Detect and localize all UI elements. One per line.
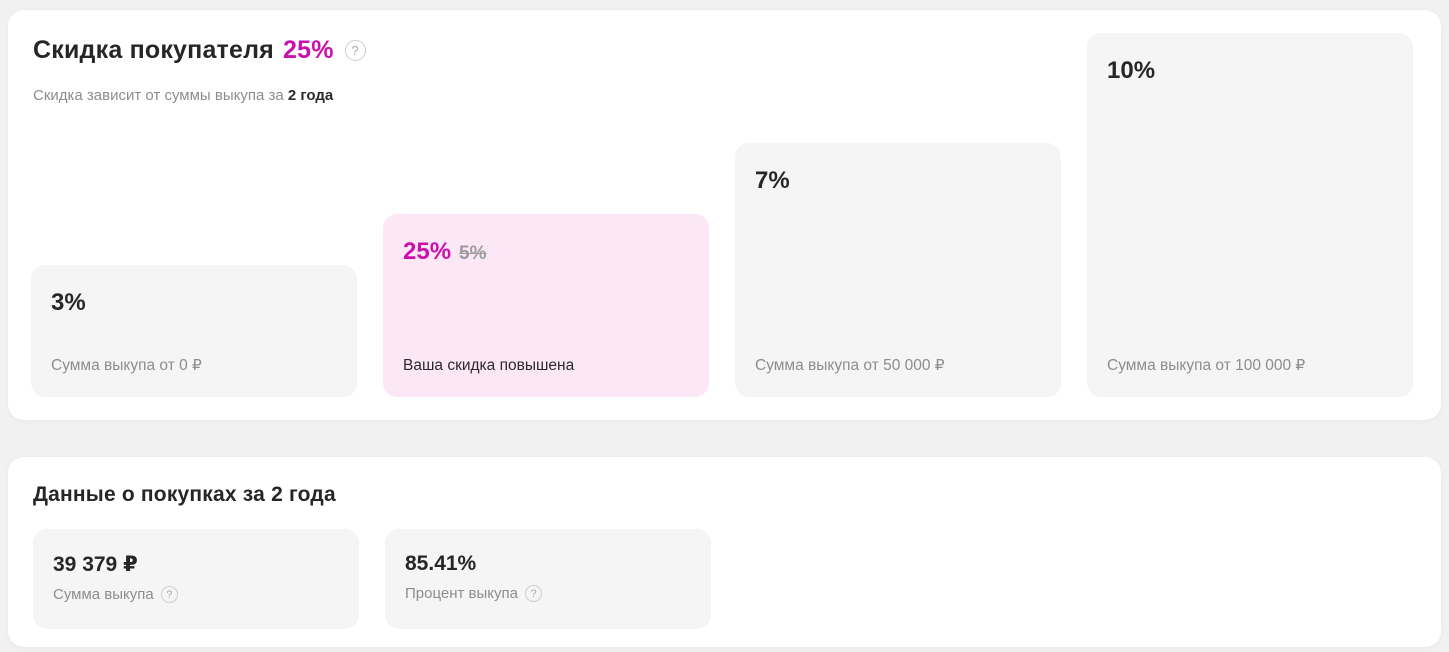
tier-percent: 3%	[51, 289, 86, 316]
stat-label: Сумма выкупа ?	[53, 586, 339, 603]
purchase-stat-row: 39 379 ₽ Сумма выкупа ? 85.41% Процент в…	[33, 529, 1416, 629]
purchases-title: Данные о покупках за 2 года	[33, 483, 336, 506]
stat-value: 85.41%	[405, 552, 477, 575]
purchases-panel: Данные о покупках за 2 года 39 379 ₽ Сум…	[8, 457, 1441, 647]
tier-percent-old: 5%	[459, 243, 487, 264]
question-circle-icon[interactable]: ?	[344, 40, 366, 61]
question-circle-icon[interactable]: ?	[525, 585, 542, 602]
tier-card-4: 10% Сумма выкупа от 100 000 ₽	[1087, 33, 1413, 397]
stat-value: 39 379 ₽	[53, 553, 138, 576]
tier-card-2-current: 25% 5% Ваша скидка повышена	[383, 214, 709, 397]
discount-header: Скидка покупателя 25% ? Скидка зависит о…	[33, 36, 366, 104]
discount-title-text: Скидка покупателя	[33, 36, 274, 64]
tier-label: Сумма выкупа от 50 000 ₽	[755, 357, 945, 374]
stat-label: Процент выкупа ?	[405, 585, 691, 602]
tier-card-3: 7% Сумма выкупа от 50 000 ₽	[735, 143, 1061, 397]
tier-card-1: 3% Сумма выкупа от 0 ₽	[31, 265, 357, 397]
stat-label-text: Сумма выкупа	[53, 586, 154, 603]
tier-label: Ваша скидка повышена	[403, 357, 575, 374]
tier-percent-row: 25% 5%	[403, 238, 689, 265]
stat-card-purchase-percent: 85.41% Процент выкупа ?	[385, 529, 711, 629]
tier-label: Сумма выкупа от 0 ₽	[51, 357, 202, 374]
tier-label: Сумма выкупа от 100 000 ₽	[1107, 357, 1306, 374]
discount-panel: Скидка покупателя 25% ? Скидка зависит о…	[8, 10, 1441, 420]
page: Скидка покупателя 25% ? Скидка зависит о…	[0, 10, 1449, 647]
question-circle-icon[interactable]: ?	[160, 586, 178, 603]
stat-card-purchase-sum: 39 379 ₽ Сумма выкупа ?	[33, 529, 359, 629]
stat-label-text: Процент выкупа	[405, 585, 518, 602]
discount-subtitle-period: 2 года	[287, 87, 334, 104]
discount-title-value: 25%	[282, 36, 334, 64]
discount-title: Скидка покупателя 25% ?	[33, 36, 366, 65]
tier-percent-current: 25%	[403, 238, 452, 265]
discount-tier-row: 3% Сумма выкупа от 0 ₽ 25% 5% Ваша скидка…	[31, 33, 1413, 397]
discount-subtitle: Скидка зависит от суммы выкупа за 2 года	[33, 87, 366, 104]
discount-subtitle-text: Скидка зависит от суммы выкупа за	[33, 87, 284, 104]
tier-percent: 7%	[755, 167, 790, 194]
tier-percent: 10%	[1107, 57, 1156, 84]
